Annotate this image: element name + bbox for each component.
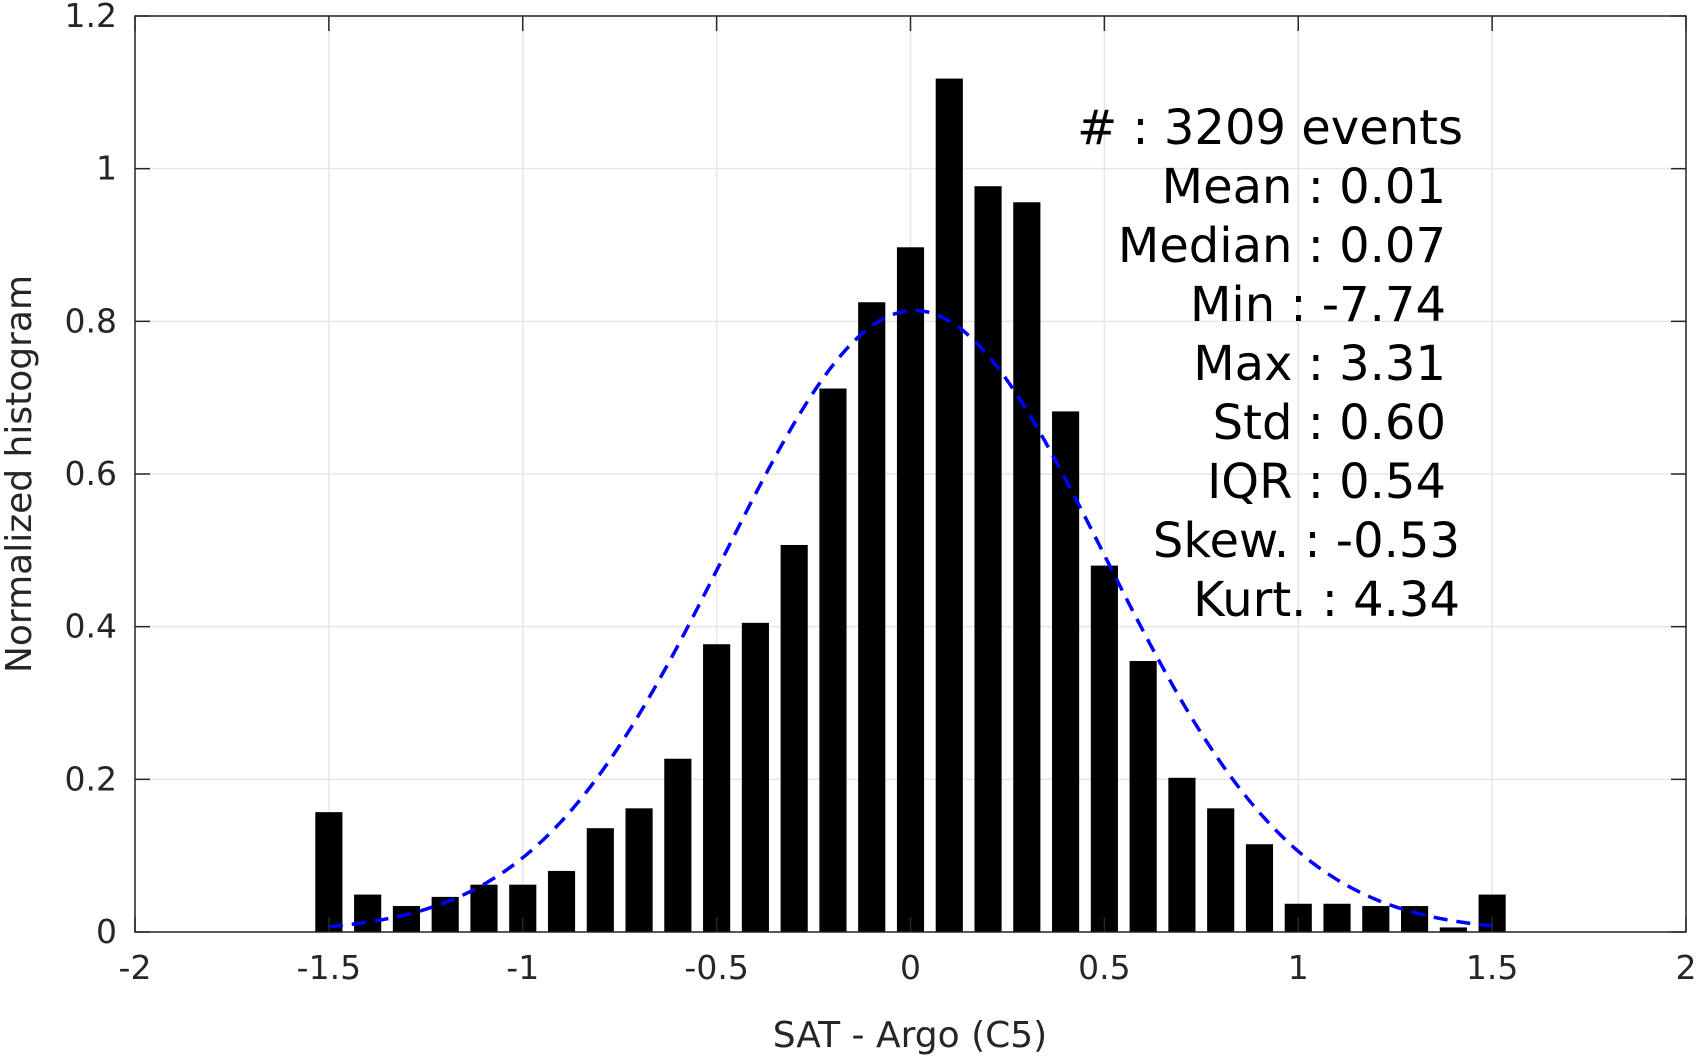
histogram-bar	[935, 78, 963, 933]
histogram-bar	[1052, 411, 1080, 932]
x-axis-title: SAT - Argo (C5)	[773, 1015, 1047, 1056]
histogram-bar	[741, 622, 769, 932]
histogram-bar	[547, 870, 576, 932]
x-tick-label: 0.5	[1078, 948, 1130, 987]
stat-median: Median : 0.07	[1118, 218, 1446, 274]
histogram-bar	[1323, 903, 1351, 932]
histogram-bar	[354, 894, 382, 932]
histogram-bar	[586, 828, 614, 932]
histogram-bar	[1168, 777, 1196, 932]
histogram-bar	[974, 186, 1002, 932]
histogram-bar	[392, 906, 420, 932]
histogram-bar	[1129, 661, 1157, 932]
stat-max: Max : 3.31	[1193, 336, 1446, 392]
x-tick-label: 1.5	[1466, 948, 1518, 987]
histogram-bar	[1439, 927, 1467, 932]
histogram-bar	[470, 884, 498, 932]
y-tick-label: 0.8	[65, 301, 117, 340]
stat-skewness: Skew. : -0.53	[1153, 513, 1460, 569]
histogram-bar	[819, 388, 847, 932]
histogram-bar	[703, 644, 731, 932]
y-tick-label: 0.4	[65, 607, 117, 646]
stat-events: # : 3209 events	[1077, 100, 1463, 156]
histogram-bar	[1207, 808, 1235, 932]
histogram-bar	[858, 302, 886, 932]
histogram-bar	[1245, 844, 1274, 932]
stat-iqr: IQR : 0.54	[1207, 454, 1446, 510]
histogram-bar	[1401, 906, 1429, 932]
stat-min: Min : -7.74	[1190, 277, 1446, 333]
stat-std: Std : 0.60	[1213, 395, 1446, 451]
axis-ticks	[134, 15, 1687, 933]
y-tick-labels: 0 0.2 0.4 0.6 0.8 1 1.2	[65, 0, 117, 951]
x-tick-label: -1	[506, 948, 539, 987]
x-tick-label: -0.5	[684, 948, 748, 987]
x-tick-labels: -2 -1.5 -1 -0.5 0 0.5 1 1.5 2	[119, 948, 1697, 987]
statistics-annotation: # : 3209 events Mean : 0.01 Median : 0.0…	[1077, 100, 1463, 628]
histogram-bar	[625, 808, 653, 932]
histogram-bar	[896, 247, 925, 933]
histogram-bars	[315, 78, 1506, 933]
y-tick-label: 1	[96, 149, 117, 188]
histogram-bar	[1013, 202, 1041, 933]
y-tick-label: 1.2	[65, 0, 117, 35]
x-tick-label: -2	[119, 948, 152, 987]
histogram-bar	[1362, 906, 1390, 932]
x-tick-label: 0	[900, 948, 921, 987]
histogram-bar	[1090, 565, 1118, 932]
y-tick-label: 0.6	[65, 454, 117, 493]
y-tick-label: 0	[96, 912, 117, 951]
normal-fit-curve	[328, 308, 1493, 929]
y-axis-title: Normalized histogram	[0, 275, 40, 673]
x-tick-label: -1.5	[297, 948, 361, 987]
y-tick-label: 0.2	[65, 759, 117, 798]
stat-kurtosis: Kurt. : 4.34	[1193, 572, 1460, 628]
x-tick-label: 2	[1676, 948, 1697, 987]
x-tick-label: 1	[1288, 948, 1309, 987]
histogram-bar	[780, 544, 808, 932]
stat-mean: Mean : 0.01	[1162, 159, 1446, 215]
histogram-bar	[664, 758, 692, 932]
histogram-bar	[315, 812, 343, 932]
